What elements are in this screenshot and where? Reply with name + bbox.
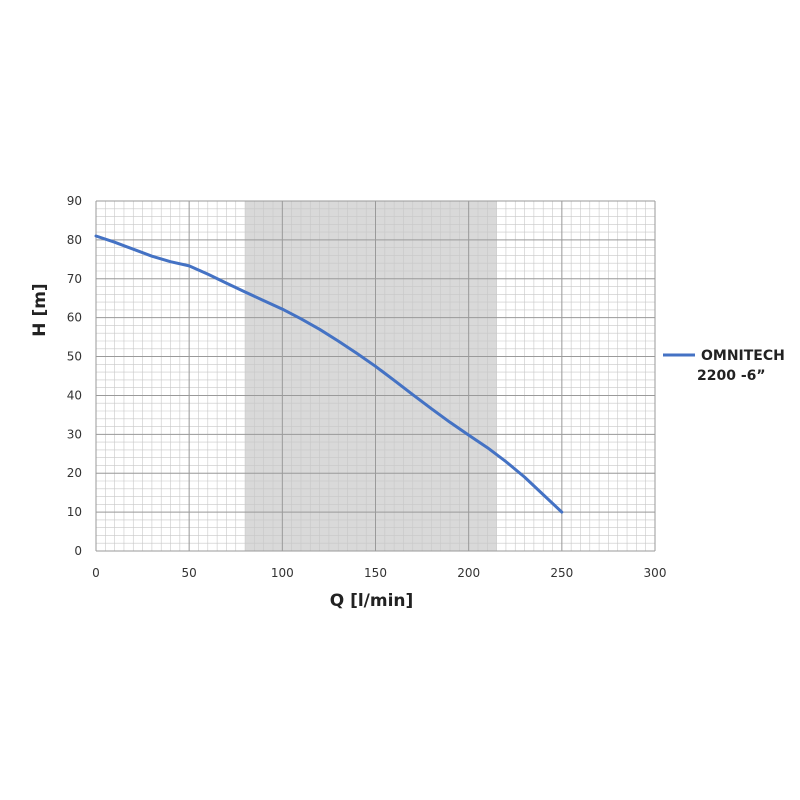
major-grid (95, 200, 656, 552)
y-tick-label: 60 (67, 311, 82, 325)
y-tick-label: 30 (67, 427, 82, 441)
x-tick-label: 0 (92, 566, 100, 580)
y-tick-label: 20 (67, 466, 82, 480)
y-tick-label: 0 (74, 544, 82, 558)
legend-label-line-1: OMNITECH (701, 348, 785, 364)
y-tick-label: 80 (67, 233, 82, 247)
x-tick-label: 150 (364, 566, 387, 580)
legend: OMNITECH 2200 -6” (663, 348, 785, 384)
x-tick-label: 100 (271, 566, 294, 580)
y-tick-label: 10 (67, 505, 82, 519)
x-tick-label: 200 (457, 566, 480, 580)
x-tick-label: 50 (182, 566, 197, 580)
y-tick-label: 70 (67, 272, 82, 286)
y-tick-label: 50 (67, 350, 82, 364)
y-axis-label: H [m] (30, 283, 50, 336)
legend-label-line-2: 2200 -6” (697, 368, 766, 384)
y-axis-ticks: 0 10 20 30 40 50 60 70 80 90 (67, 194, 82, 558)
series-line (94, 234, 564, 514)
x-tick-label: 300 (644, 566, 667, 580)
x-axis-ticks: 0 50 100 150 200 250 300 (92, 566, 666, 580)
y-tick-label: 40 (67, 388, 82, 402)
y-tick-label: 90 (67, 194, 82, 208)
x-tick-label: 250 (550, 566, 573, 580)
operating-range-band (245, 201, 497, 551)
x-axis-label: Q [l/min] (330, 591, 414, 611)
